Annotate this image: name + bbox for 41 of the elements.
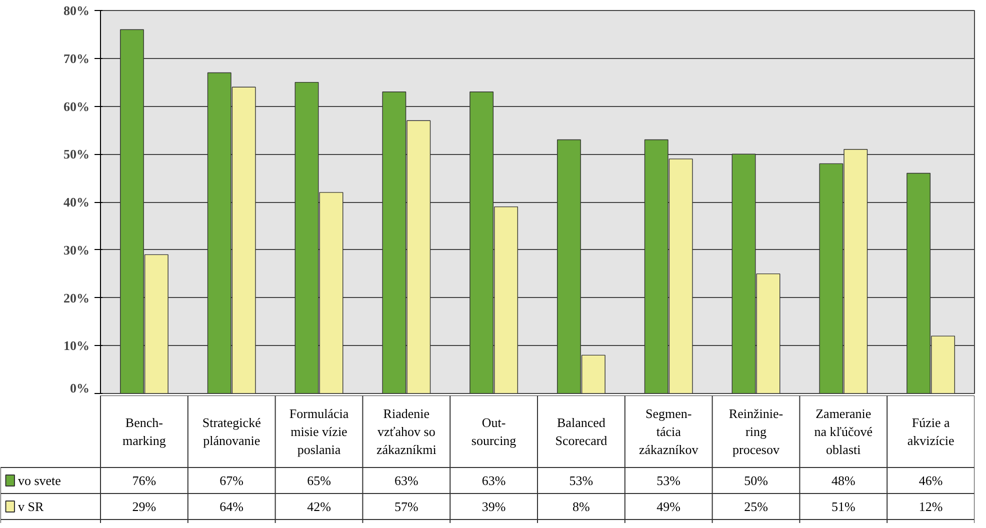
y-tick-label: 30%	[64, 242, 90, 258]
y-tick-label: 80%	[64, 3, 90, 18]
data-label: 25%	[744, 499, 768, 514]
legend-label: v SR	[18, 499, 44, 514]
data-label: 8%	[572, 499, 590, 514]
data-label: 63%	[482, 473, 506, 488]
data-label: 48%	[831, 473, 856, 488]
data-label: 67%	[220, 473, 244, 488]
data-label: 57%	[394, 499, 418, 514]
data-label: 53%	[656, 473, 681, 488]
legend-label: vo svete	[18, 473, 62, 488]
x-tick-label: Reinžinie- ring procesov	[728, 406, 784, 457]
x-tick-label: Bench- marking	[122, 415, 166, 448]
data-label: 64%	[220, 499, 244, 514]
y-tick-label: 60%	[64, 98, 90, 114]
x-tick-label: Fúzie a akvizície	[907, 415, 954, 448]
y-tick-label: 70%	[64, 50, 90, 66]
data-label: 50%	[744, 473, 768, 488]
x-tick-label: Formulácia misie vízie poslania	[289, 406, 349, 457]
data-label: 46%	[918, 473, 943, 488]
x-tick-label: Strategické plánovanie	[202, 415, 262, 448]
data-label: 51%	[831, 499, 856, 514]
x-tick-label: Out- sourcing	[471, 415, 517, 448]
x-tick-label: Riadenie vzťahov so zákazníkmi	[376, 406, 437, 457]
data-label: 76%	[132, 473, 156, 488]
data-label: 29%	[132, 499, 156, 514]
data-label: 53%	[569, 473, 594, 488]
y-tick-label: 10%	[64, 338, 90, 354]
data-label: 49%	[656, 499, 681, 514]
y-tick-label: 20%	[64, 290, 90, 306]
data-label: 39%	[482, 499, 506, 514]
x-tick-label: Balanced Scorecard	[555, 415, 608, 448]
y-tick-label: 0%	[70, 380, 90, 396]
x-tick-label: Segmen- tácia zákazníkov	[639, 406, 699, 457]
data-label: 63%	[394, 473, 418, 488]
y-tick-label: 40%	[64, 194, 90, 210]
data-label: 42%	[307, 499, 332, 514]
data-label: 65%	[307, 473, 332, 488]
y-tick-label: 50%	[64, 146, 90, 162]
data-label: 12%	[918, 499, 943, 514]
x-tick-label: Zameranie na kľúčové oblasti	[814, 406, 873, 457]
